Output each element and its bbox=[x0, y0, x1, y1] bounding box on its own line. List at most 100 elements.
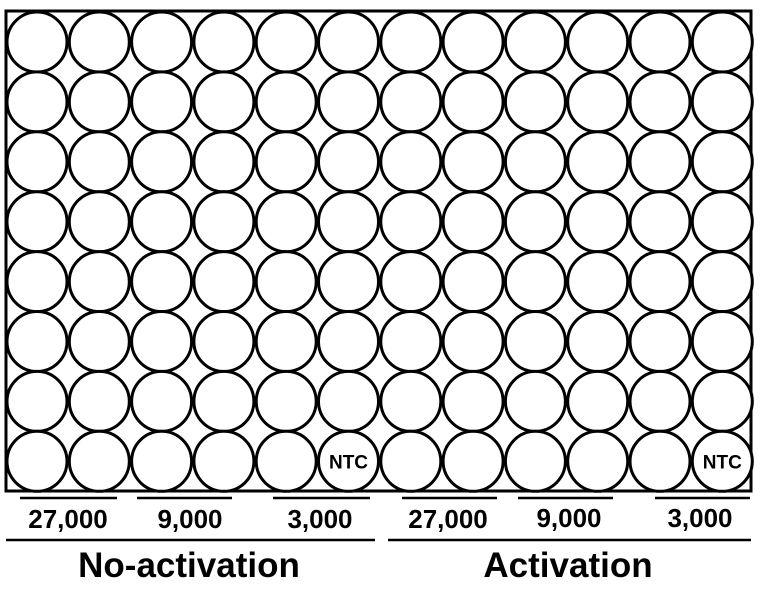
well bbox=[628, 70, 692, 134]
well bbox=[503, 130, 567, 194]
well bbox=[254, 310, 318, 373]
well bbox=[192, 369, 256, 433]
well bbox=[67, 310, 131, 373]
well bbox=[192, 429, 256, 493]
well bbox=[192, 250, 256, 314]
well bbox=[130, 250, 194, 314]
well bbox=[5, 130, 69, 194]
well bbox=[441, 190, 505, 254]
well bbox=[379, 190, 443, 254]
well bbox=[379, 250, 443, 314]
well bbox=[317, 70, 380, 134]
well bbox=[566, 70, 630, 134]
well bbox=[130, 429, 194, 493]
well bbox=[67, 369, 131, 433]
well bbox=[130, 70, 194, 134]
well bbox=[379, 10, 443, 74]
well bbox=[5, 429, 69, 493]
well bbox=[566, 190, 630, 254]
well bbox=[566, 10, 630, 74]
well bbox=[566, 429, 630, 493]
well bbox=[379, 310, 443, 373]
well bbox=[317, 10, 380, 74]
well bbox=[130, 369, 194, 433]
well bbox=[254, 130, 318, 194]
well bbox=[503, 70, 567, 134]
well bbox=[379, 369, 443, 433]
well bbox=[441, 250, 505, 314]
well bbox=[441, 310, 505, 373]
well bbox=[5, 250, 69, 314]
well bbox=[503, 310, 567, 373]
well bbox=[379, 429, 443, 493]
well bbox=[690, 429, 754, 493]
well bbox=[628, 10, 692, 74]
well bbox=[5, 10, 69, 74]
well bbox=[628, 190, 692, 254]
well bbox=[130, 10, 194, 74]
well bbox=[254, 10, 318, 74]
well bbox=[67, 190, 131, 254]
concentration-label: 27,000 bbox=[408, 504, 488, 534]
well bbox=[690, 250, 754, 314]
well bbox=[317, 130, 380, 194]
concentration-label: 3,000 bbox=[667, 503, 732, 533]
well bbox=[67, 250, 131, 314]
well bbox=[503, 190, 567, 254]
well bbox=[67, 429, 131, 493]
well bbox=[5, 190, 69, 254]
well bbox=[566, 130, 630, 194]
well bbox=[566, 310, 630, 373]
well bbox=[130, 130, 194, 194]
well bbox=[690, 310, 754, 373]
well bbox=[441, 10, 505, 74]
well bbox=[628, 369, 692, 433]
well bbox=[690, 70, 754, 134]
well bbox=[690, 10, 754, 74]
ntc-label: NTC bbox=[703, 452, 742, 473]
well bbox=[317, 250, 380, 314]
concentration-label: 3,000 bbox=[287, 504, 352, 534]
well bbox=[192, 190, 256, 254]
well bbox=[5, 369, 69, 433]
well bbox=[503, 250, 567, 314]
group-label-activation: Activation bbox=[483, 546, 652, 585]
well bbox=[192, 10, 256, 74]
well bbox=[628, 130, 692, 194]
well bbox=[628, 250, 692, 314]
well bbox=[503, 369, 567, 433]
concentration-label: 9,000 bbox=[157, 504, 222, 534]
concentration-label: 9,000 bbox=[536, 503, 601, 533]
well bbox=[67, 10, 131, 74]
well bbox=[628, 310, 692, 373]
well bbox=[254, 429, 318, 493]
well bbox=[192, 70, 256, 134]
well bbox=[628, 429, 692, 493]
ntc-label: NTC bbox=[329, 452, 368, 473]
well bbox=[317, 190, 380, 254]
well bbox=[192, 130, 256, 194]
well bbox=[503, 429, 567, 493]
well bbox=[441, 369, 505, 433]
well bbox=[5, 70, 69, 134]
well bbox=[566, 369, 630, 433]
well bbox=[254, 250, 318, 314]
well bbox=[254, 70, 318, 134]
well bbox=[254, 369, 318, 433]
well bbox=[67, 130, 131, 194]
well bbox=[379, 70, 443, 134]
well-grid: NTC NTC bbox=[5, 10, 754, 493]
well bbox=[192, 310, 256, 373]
well bbox=[317, 429, 380, 493]
well bbox=[441, 70, 505, 134]
well bbox=[317, 369, 380, 433]
group-label-no-activation: No-activation bbox=[78, 546, 300, 585]
well bbox=[690, 369, 754, 433]
well bbox=[130, 190, 194, 254]
well bbox=[566, 250, 630, 314]
well bbox=[441, 429, 505, 493]
well bbox=[317, 310, 380, 373]
well bbox=[254, 190, 318, 254]
well bbox=[690, 190, 754, 254]
